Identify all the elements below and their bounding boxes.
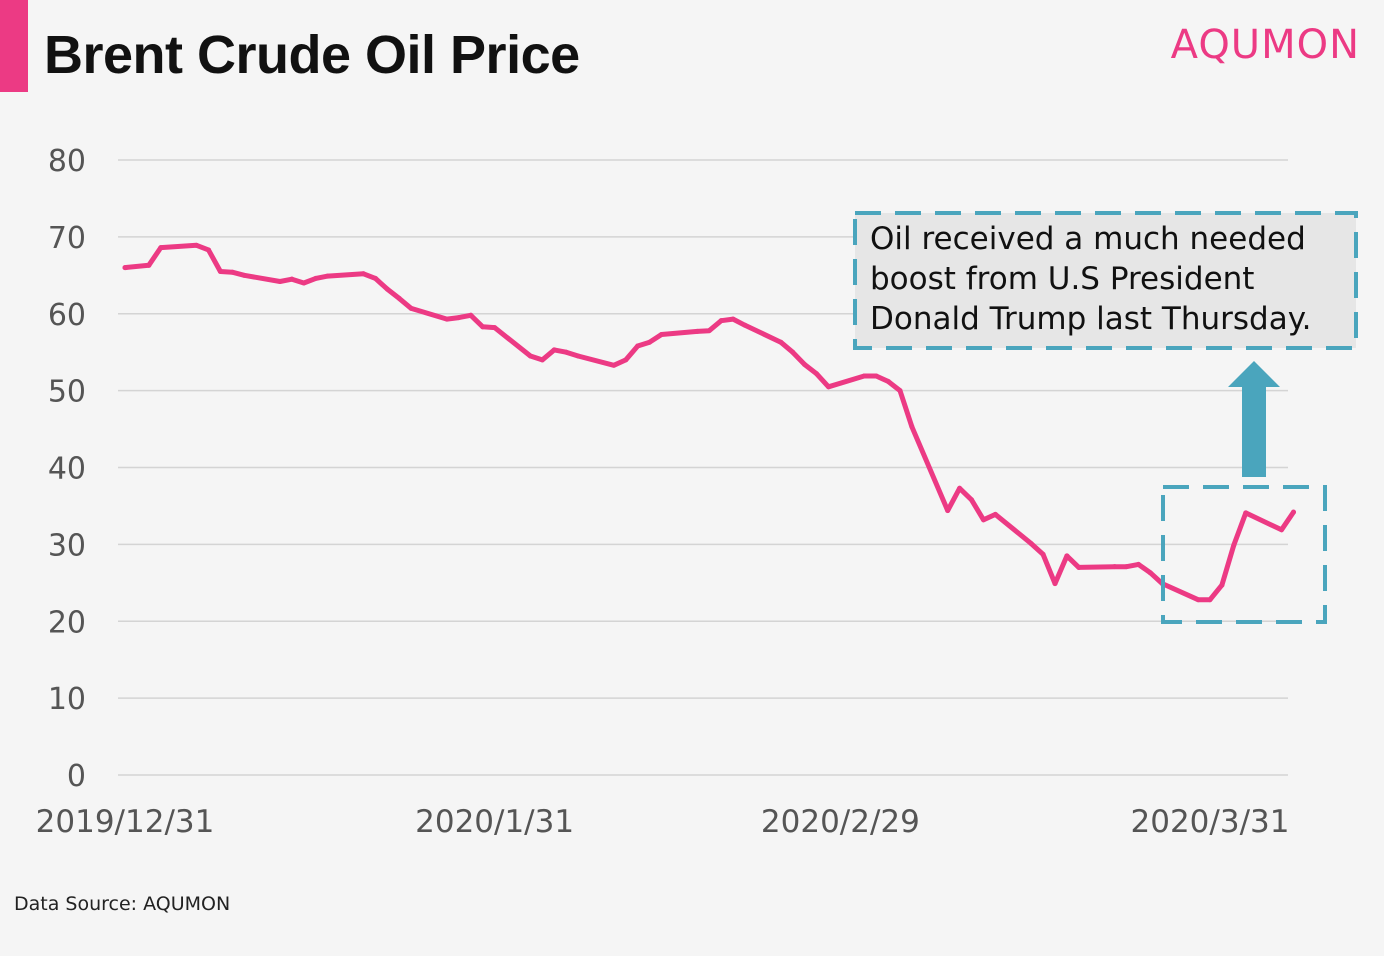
data-point [229, 269, 235, 275]
data-point [158, 245, 164, 251]
data-point [563, 349, 569, 355]
y-tick-label: 80 [48, 144, 86, 179]
annotation: Oil received a much needed boost from U.S… [853, 211, 1358, 624]
data-point [623, 357, 629, 363]
chart-title: Brent Crude Oil Price [44, 25, 580, 85]
data-point [945, 508, 951, 514]
x-tick-label: 2020/3/31 [1131, 804, 1290, 840]
data-point [1219, 582, 1225, 588]
data-point [1195, 597, 1201, 603]
data-source: Data Source: AQUMON [14, 893, 231, 915]
data-point [480, 324, 486, 330]
y-tick-label: 30 [48, 528, 86, 563]
data-point [444, 316, 450, 322]
x-tick-label: 2020/2/29 [761, 804, 920, 840]
data-point [1290, 509, 1296, 515]
brand-logo: AQUMON [1170, 22, 1360, 68]
data-point [1135, 561, 1141, 567]
data-point [1207, 597, 1213, 603]
data-point [384, 286, 390, 292]
data-point [325, 273, 331, 279]
data-point [1124, 564, 1130, 570]
data-point [1076, 564, 1082, 570]
y-tick-label: 70 [48, 221, 86, 256]
data-point [790, 349, 796, 355]
data-point [241, 272, 247, 278]
data-point [1231, 542, 1237, 548]
annotation-box [853, 211, 1358, 350]
data-point [706, 328, 712, 334]
data-point [861, 373, 867, 379]
data-point [468, 312, 474, 318]
data-point [611, 362, 617, 368]
data-point [659, 332, 665, 338]
data-point [814, 371, 820, 377]
data-point [718, 318, 724, 324]
data-point [825, 384, 831, 390]
data-point [1028, 541, 1034, 547]
series-line [122, 242, 1296, 603]
data-point [1064, 553, 1070, 559]
data-point [909, 424, 915, 430]
data-point [1040, 551, 1046, 557]
data-point [647, 339, 653, 345]
data-point [873, 373, 879, 379]
y-tick-label: 60 [48, 298, 86, 333]
data-point [456, 315, 462, 321]
data-point [396, 295, 402, 301]
y-tick-label: 0 [67, 759, 86, 794]
data-point [527, 353, 533, 359]
annotation-text: Oil received a much needed boost from U.S… [870, 221, 1311, 337]
annotation-line: boost from U.S President [870, 261, 1254, 297]
title-accent-bar [0, 0, 28, 92]
data-point [313, 275, 319, 281]
data-point [539, 357, 545, 363]
highlight-box [1161, 485, 1327, 624]
data-point [289, 276, 295, 282]
data-point [301, 280, 307, 286]
data-point [742, 322, 748, 328]
data-point [575, 353, 581, 359]
data-point [778, 339, 784, 345]
data-point [885, 378, 891, 384]
data-point [551, 347, 557, 353]
data-point [1279, 527, 1285, 533]
x-tick-label: 2020/1/31 [415, 804, 574, 840]
data-point [146, 262, 152, 268]
data-point [372, 275, 378, 281]
annotation-line: Donald Trump last Thursday. [870, 301, 1311, 337]
up-arrow-icon [1228, 361, 1280, 477]
y-axis-ticks: 0 10 20 30 40 50 60 70 80 [48, 144, 86, 794]
data-point [194, 242, 200, 248]
y-tick-label: 40 [48, 452, 86, 487]
y-tick-label: 10 [48, 682, 86, 717]
data-point [980, 517, 986, 523]
x-tick-label: 2019/12/31 [36, 804, 215, 840]
y-tick-label: 20 [48, 605, 86, 640]
data-point [957, 485, 963, 491]
data-point [217, 268, 223, 274]
data-point [730, 316, 736, 322]
data-point [1112, 564, 1118, 570]
data-point [992, 511, 998, 517]
data-point [360, 271, 366, 277]
data-point [122, 265, 128, 271]
data-point [277, 278, 283, 284]
data-point [408, 305, 414, 311]
data-point [492, 325, 498, 331]
grid-layer [118, 159, 1288, 776]
data-point [897, 388, 903, 394]
data-point [1243, 510, 1249, 516]
data-point [205, 247, 211, 253]
annotation-line: Oil received a much needed [870, 221, 1306, 257]
x-axis-ticks: 2019/12/31 2020/1/31 2020/2/29 2020/3/31 [36, 804, 1290, 840]
data-point [694, 328, 700, 334]
data-point [802, 361, 808, 367]
data-point [1052, 581, 1058, 587]
data-point [635, 343, 641, 349]
y-tick-label: 50 [48, 375, 86, 410]
data-point [969, 497, 975, 503]
data-point [1147, 570, 1153, 576]
